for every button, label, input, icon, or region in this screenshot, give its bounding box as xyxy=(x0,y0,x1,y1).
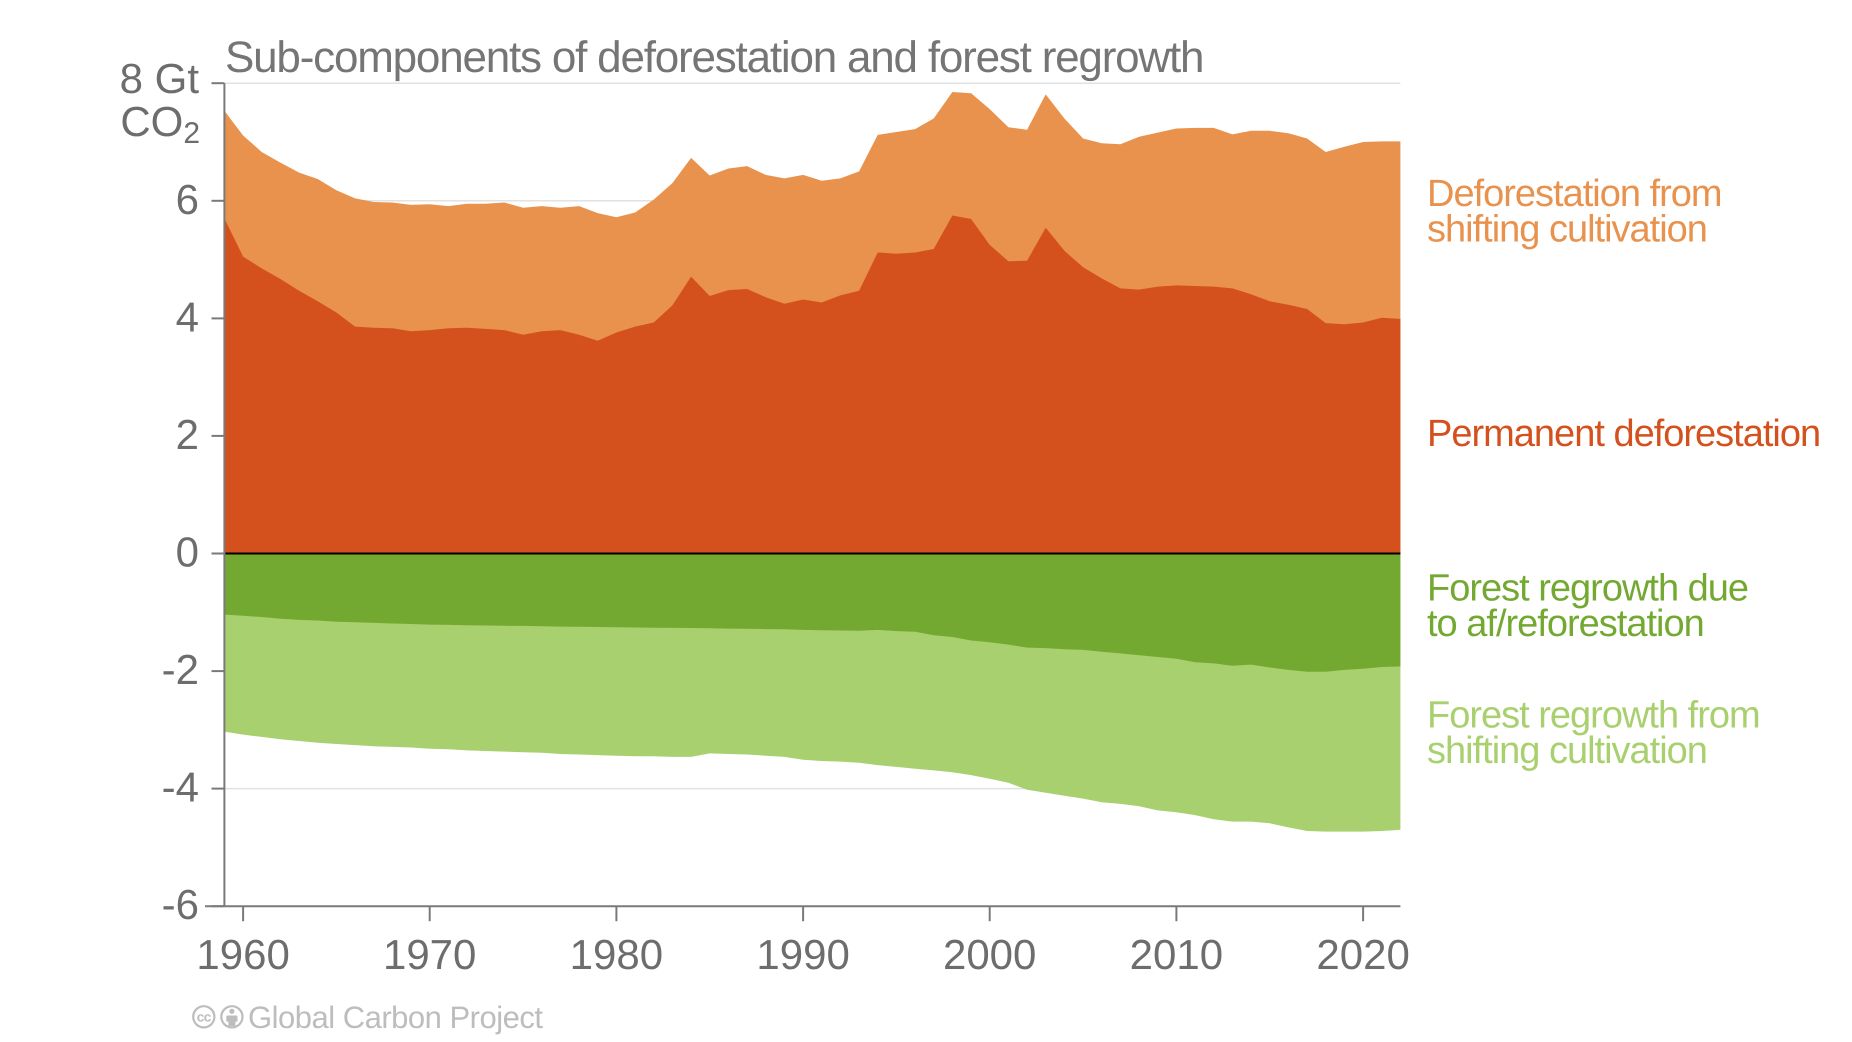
svg-text:Global Carbon Project: Global Carbon Project xyxy=(248,1000,543,1035)
svg-text:2: 2 xyxy=(176,411,199,458)
svg-text:Sub-components of deforestatio: Sub-components of deforestation and fore… xyxy=(225,33,1203,82)
svg-text:cc: cc xyxy=(197,1010,212,1025)
svg-text:Permanent deforestation: Permanent deforestation xyxy=(1427,413,1820,455)
svg-text:2000: 2000 xyxy=(943,931,1036,978)
svg-text:2020: 2020 xyxy=(1316,931,1409,978)
svg-text:CO2: CO2 xyxy=(120,98,200,150)
svg-text:6: 6 xyxy=(176,176,199,223)
svg-text:Deforestation from: Deforestation from xyxy=(1427,173,1722,215)
svg-text:-2: -2 xyxy=(162,646,199,693)
svg-text:-4: -4 xyxy=(162,764,199,811)
svg-text:1980: 1980 xyxy=(570,931,663,978)
svg-text:-6: -6 xyxy=(162,881,199,928)
svg-text:2010: 2010 xyxy=(1130,931,1223,978)
svg-text:shifting cultivation: shifting cultivation xyxy=(1427,208,1707,250)
svg-text:8 Gt: 8 Gt xyxy=(120,55,200,102)
svg-text:0: 0 xyxy=(176,529,199,576)
svg-text:Forest regrowth due: Forest regrowth due xyxy=(1427,568,1748,610)
svg-text:4: 4 xyxy=(176,293,199,340)
svg-text:to af/reforestation: to af/reforestation xyxy=(1427,603,1704,645)
svg-text:1970: 1970 xyxy=(383,931,476,978)
svg-text:shifting cultivation: shifting cultivation xyxy=(1427,730,1707,772)
svg-text:1960: 1960 xyxy=(196,931,289,978)
svg-text:Forest regrowth from: Forest regrowth from xyxy=(1427,694,1760,736)
svg-text:1990: 1990 xyxy=(756,931,849,978)
